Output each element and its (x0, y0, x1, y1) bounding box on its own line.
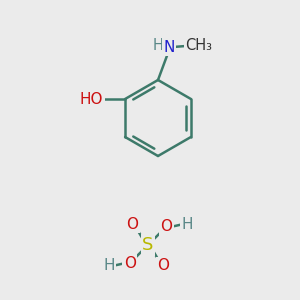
Text: H: H (153, 38, 164, 53)
Text: N: N (163, 40, 175, 55)
Text: H: H (103, 258, 115, 273)
Text: O: O (158, 258, 169, 273)
Text: O: O (124, 256, 136, 271)
Text: H: H (182, 217, 193, 232)
Text: HO: HO (79, 92, 103, 106)
Text: O: O (160, 219, 172, 234)
Text: S: S (142, 236, 154, 254)
Text: O: O (126, 217, 138, 232)
Text: CH₃: CH₃ (185, 38, 212, 52)
